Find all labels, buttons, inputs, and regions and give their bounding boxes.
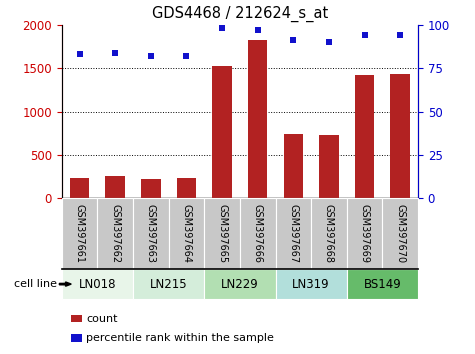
Text: GSM397666: GSM397666 bbox=[253, 204, 263, 263]
Text: GSM397669: GSM397669 bbox=[360, 204, 370, 263]
Text: GSM397663: GSM397663 bbox=[146, 204, 156, 263]
Point bbox=[218, 25, 226, 31]
Point bbox=[111, 50, 119, 55]
Point bbox=[182, 53, 190, 59]
Bar bbox=[70, 178, 89, 198]
Point bbox=[147, 53, 155, 59]
Text: cell line: cell line bbox=[14, 279, 57, 289]
Point bbox=[325, 39, 332, 45]
Text: BS149: BS149 bbox=[363, 278, 401, 291]
Point bbox=[289, 38, 297, 43]
Bar bbox=[355, 75, 374, 198]
Bar bbox=[141, 179, 161, 198]
Bar bbox=[284, 135, 303, 198]
Text: GSM397661: GSM397661 bbox=[75, 204, 85, 263]
Point bbox=[396, 32, 404, 38]
Text: GSM397668: GSM397668 bbox=[324, 204, 334, 263]
Text: LN215: LN215 bbox=[150, 278, 188, 291]
Text: GSM397662: GSM397662 bbox=[110, 204, 120, 263]
Text: GSM397670: GSM397670 bbox=[395, 204, 405, 263]
Bar bbox=[390, 74, 410, 198]
Bar bbox=[212, 65, 232, 198]
Text: LN229: LN229 bbox=[221, 278, 259, 291]
Text: GSM397667: GSM397667 bbox=[288, 204, 298, 263]
Bar bbox=[177, 178, 196, 198]
Bar bbox=[319, 135, 339, 198]
Text: LN018: LN018 bbox=[79, 278, 116, 291]
Text: count: count bbox=[86, 314, 118, 324]
Text: GSM397665: GSM397665 bbox=[217, 204, 227, 263]
Point bbox=[76, 51, 84, 57]
Bar bbox=[248, 40, 267, 198]
Text: percentile rank within the sample: percentile rank within the sample bbox=[86, 333, 275, 343]
Point bbox=[254, 27, 261, 33]
Bar bbox=[105, 176, 125, 198]
Point bbox=[361, 32, 369, 38]
Text: LN319: LN319 bbox=[292, 278, 330, 291]
Title: GDS4468 / 212624_s_at: GDS4468 / 212624_s_at bbox=[152, 6, 328, 22]
Text: GSM397664: GSM397664 bbox=[181, 204, 191, 263]
